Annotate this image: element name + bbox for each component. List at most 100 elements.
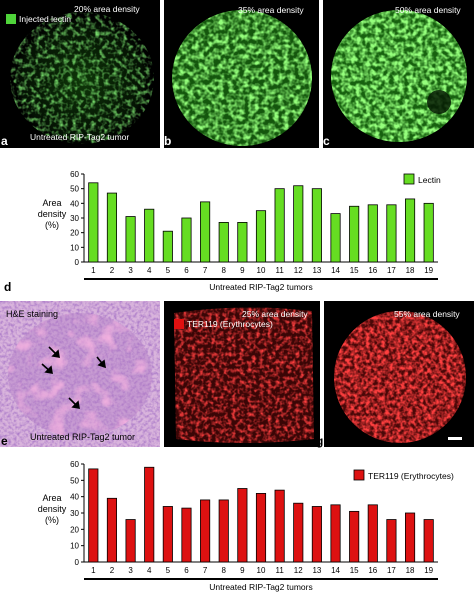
y-tick-label: 60: [70, 460, 79, 469]
panel-c-letter: c: [323, 134, 330, 148]
x-tick-label: 6: [184, 566, 189, 575]
x-tick-label: 10: [257, 566, 266, 575]
bar: [125, 519, 136, 563]
bar: [144, 208, 155, 263]
bar: [367, 204, 378, 263]
x-tick-label: 14: [331, 266, 340, 275]
x-tick-label: 13: [312, 266, 321, 275]
y-axis-label: density: [38, 209, 67, 219]
x-tick-label: 2: [110, 266, 115, 275]
x-tick-label: 3: [128, 266, 133, 275]
y-axis-label: Area: [42, 493, 61, 503]
x-tick-label: 19: [424, 266, 433, 275]
panel-c-image: 50% area density: [323, 0, 474, 148]
panel-e-letter: e: [1, 434, 8, 448]
x-tick-label: 4: [147, 266, 152, 275]
bar: [106, 192, 118, 263]
bar: [311, 188, 322, 263]
x-tick-label: 12: [294, 266, 303, 275]
x-tick-label: 6: [184, 266, 189, 275]
panel-b-density: 35% area density: [238, 5, 304, 15]
panel-a-density: 20% area density: [74, 4, 140, 14]
legend-label: Lectin: [418, 175, 441, 185]
x-tick-label: 16: [368, 566, 377, 575]
panel-g-image: 55% area density: [324, 301, 474, 447]
lectin-legend-swatch: [6, 14, 16, 24]
y-tick-label: 0: [75, 258, 80, 267]
x-tick-label: 14: [331, 566, 340, 575]
panel-a-letter: a: [1, 134, 8, 148]
bar: [293, 185, 304, 263]
bar: [255, 493, 267, 563]
bar: [293, 502, 304, 563]
x-tick-label: 9: [240, 566, 245, 575]
bar: [181, 507, 192, 563]
y-axis-label: (%): [45, 220, 59, 230]
bar: [218, 222, 229, 263]
y-axis-label: density: [38, 504, 67, 514]
y-tick-label: 60: [70, 170, 79, 179]
y-tick-label: 40: [70, 199, 79, 208]
panel-b-letter: b: [164, 134, 172, 148]
panel-e-caption: Untreated RIP-Tag2 tumor: [30, 432, 136, 442]
panel-d-letter: d: [4, 280, 12, 294]
bar: [404, 512, 416, 563]
panel-f-density: 25% area density: [242, 309, 308, 319]
bar: [144, 466, 155, 563]
y-tick-label: 50: [70, 185, 79, 194]
bar: [106, 497, 118, 563]
x-tick-label: 15: [350, 566, 359, 575]
panel-a-image: Injected lectin 20% area density Untreat…: [0, 0, 160, 148]
lectin-legend-label: Injected lectin: [19, 14, 71, 24]
bar: [349, 205, 360, 263]
panel-b-image: 35% area density: [164, 0, 319, 148]
x-tick-label: 11: [275, 266, 284, 275]
x-tick-label: 7: [203, 266, 208, 275]
panel-a-caption: Untreated RIP-Tag2 tumor: [30, 132, 130, 142]
x-axis-label: Untreated RIP-Tag2 tumors: [209, 282, 312, 292]
bar: [88, 182, 99, 263]
bar: [200, 499, 211, 563]
ter119-legend-label: TER119 (Erythrocytes): [187, 319, 273, 329]
bar: [237, 222, 248, 263]
x-tick-label: 5: [166, 266, 171, 275]
bar: [125, 216, 136, 263]
bar: [218, 499, 229, 563]
x-tick-label: 18: [406, 266, 415, 275]
scale-bar: [448, 437, 462, 440]
x-tick-label: 8: [222, 566, 227, 575]
x-tick-label: 18: [406, 566, 415, 575]
bar: [349, 510, 360, 563]
x-tick-label: 13: [312, 566, 321, 575]
x-tick-label: 19: [424, 566, 433, 575]
bar: [162, 230, 173, 263]
bar: [367, 504, 378, 563]
ter119-bar-chart: 0 10 20 30 40 50 60 Area density (%) 1 2 3 4 5 6 7 8 9 10 11…: [0, 452, 474, 598]
legend-label: TER119 (Erythrocytes): [368, 471, 454, 481]
he-staining-image: [0, 301, 160, 447]
panel-e-heading: H&E staining: [6, 309, 59, 319]
y-axis-label: (%): [45, 515, 59, 525]
panel-f-letter: f: [166, 434, 170, 448]
panel-c-density: 50% area density: [395, 5, 461, 15]
tumor-lectin-image: [331, 10, 467, 142]
x-tick-label: 1: [91, 266, 96, 275]
x-tick-label: 16: [368, 266, 377, 275]
tumor-lectin-image: [172, 10, 312, 146]
bar: [274, 188, 285, 263]
bar: [237, 488, 248, 563]
x-tick-label: 1: [91, 566, 96, 575]
y-tick-label: 10: [70, 243, 79, 252]
tumor-ter119-image: [334, 311, 466, 443]
panel-e-image: H&E staining Untreated RIP-Tag2 tumor: [0, 301, 160, 447]
panel-g-density: 55% area density: [394, 309, 460, 319]
y-tick-label: 0: [75, 558, 80, 567]
x-tick-label: 5: [166, 566, 171, 575]
tumor-ter119-image: [174, 307, 314, 444]
x-tick-label: 2: [110, 566, 115, 575]
ter119-legend-swatch: [174, 319, 184, 329]
lectin-bar-chart: 0 10 20 30 40 50 60 Area density (%) 1 2 3 4 5 6 7 8 9 10 11…: [0, 152, 474, 298]
x-tick-label: 8: [222, 266, 227, 275]
y-tick-label: 20: [70, 525, 79, 534]
